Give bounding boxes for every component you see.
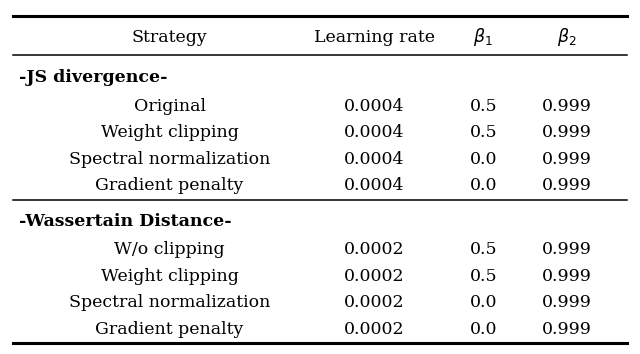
Text: 0.0002: 0.0002 [344,294,404,311]
Text: 0.0: 0.0 [470,294,497,311]
Text: Learning rate: Learning rate [314,29,435,46]
Text: 0.999: 0.999 [541,124,591,141]
Text: 0.999: 0.999 [541,294,591,311]
Text: 0.999: 0.999 [541,241,591,258]
Text: 0.999: 0.999 [541,177,591,194]
Text: 0.0: 0.0 [470,177,497,194]
Text: -JS divergence-: -JS divergence- [19,69,168,86]
Text: 0.0: 0.0 [470,321,497,338]
Text: Spectral normalization: Spectral normalization [69,151,270,168]
Text: 0.999: 0.999 [541,98,591,115]
Text: Gradient penalty: Gradient penalty [95,177,244,194]
Text: 0.0002: 0.0002 [344,241,404,258]
Text: Gradient penalty: Gradient penalty [95,321,244,338]
Text: 0.0004: 0.0004 [344,151,404,168]
Text: 0.999: 0.999 [541,321,591,338]
Text: 0.0004: 0.0004 [344,177,404,194]
Text: $\beta_2$: $\beta_2$ [557,26,576,48]
Text: 0.999: 0.999 [541,268,591,285]
Text: Original: Original [134,98,205,115]
Text: 0.5: 0.5 [469,268,497,285]
Text: Strategy: Strategy [132,29,207,46]
Text: -Wassertain Distance-: -Wassertain Distance- [19,213,232,230]
Text: 0.0002: 0.0002 [344,268,404,285]
Text: 0.5: 0.5 [469,98,497,115]
Text: Spectral normalization: Spectral normalization [69,294,270,311]
Text: 0.0004: 0.0004 [344,98,404,115]
Text: 0.0004: 0.0004 [344,124,404,141]
Text: Weight clipping: Weight clipping [100,268,239,285]
Text: $\beta_1$: $\beta_1$ [474,26,493,48]
Text: 0.0002: 0.0002 [344,321,404,338]
Text: 0.5: 0.5 [469,241,497,258]
Text: Weight clipping: Weight clipping [100,124,239,141]
Text: W/o clipping: W/o clipping [115,241,225,258]
Text: 0.0: 0.0 [470,151,497,168]
Text: 0.5: 0.5 [469,124,497,141]
Text: 0.999: 0.999 [541,151,591,168]
